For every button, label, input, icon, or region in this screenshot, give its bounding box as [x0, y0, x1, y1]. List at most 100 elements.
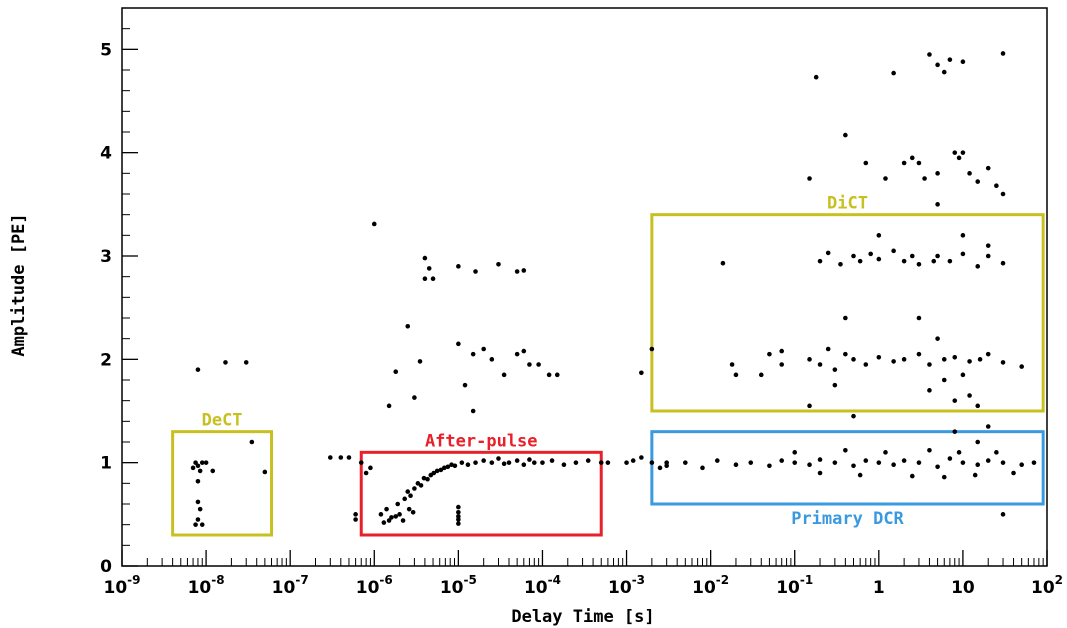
x-tick-label: 10-3 [608, 573, 645, 598]
data-point [521, 348, 527, 354]
data-point [994, 183, 999, 189]
data-point [851, 253, 856, 259]
data-point [876, 233, 882, 238]
data-point [807, 462, 812, 468]
data-point [952, 398, 958, 403]
data-point [916, 160, 922, 166]
x-tick-label: 10-6 [356, 573, 393, 598]
data-point [521, 462, 527, 468]
data-point [408, 493, 413, 499]
data-point [521, 268, 527, 273]
data-point [1000, 512, 1006, 517]
data-point [720, 260, 726, 266]
data-point [863, 458, 869, 463]
data-point [532, 460, 537, 465]
data-point [960, 150, 966, 155]
regions-layer: DeCT After-pulse DiCT Primary DCR [171, 194, 1045, 537]
data-point [431, 470, 437, 476]
x-axis-title: Delay Time [s] [511, 607, 654, 627]
data-point [421, 475, 427, 481]
data-point [393, 369, 399, 375]
data-point [941, 377, 947, 383]
data-point [792, 460, 798, 465]
data-point [868, 251, 873, 257]
data-point [891, 359, 896, 364]
y-tick-label: 1 [100, 454, 112, 474]
data-point [262, 469, 268, 475]
data-point [598, 460, 604, 465]
data-point [473, 460, 478, 465]
region-box [650, 213, 1045, 413]
data-point [470, 351, 476, 357]
data-point [456, 514, 461, 519]
region-box [359, 450, 603, 537]
data-point [967, 171, 972, 176]
data-point [901, 160, 907, 166]
data-point [935, 336, 940, 341]
data-point [203, 460, 209, 465]
x-tick-label: 10-9 [103, 573, 140, 598]
data-point [368, 465, 373, 471]
data-point [952, 429, 958, 434]
data-point [975, 264, 981, 269]
data-point [223, 360, 228, 365]
data-point [876, 354, 882, 360]
data-point [683, 460, 688, 465]
data-point [985, 424, 991, 429]
data-point [456, 504, 461, 510]
data-point [985, 253, 991, 259]
data-point [779, 458, 785, 463]
data-point [406, 506, 412, 512]
data-point [1000, 460, 1006, 465]
data-point [807, 357, 812, 362]
data-point [967, 393, 972, 398]
data-point [748, 460, 754, 465]
data-point [573, 460, 579, 465]
data-point [985, 243, 991, 248]
data-point [456, 509, 461, 515]
data-point [935, 253, 940, 259]
data-point [426, 266, 432, 271]
data-point [1000, 360, 1006, 365]
data-point [605, 460, 611, 465]
data-point [941, 357, 947, 362]
data-point [459, 460, 465, 465]
data-point [481, 458, 486, 463]
data-point [649, 460, 655, 465]
data-point [807, 403, 812, 409]
data-point [405, 323, 411, 329]
data-point [851, 413, 856, 419]
data-point [1000, 191, 1006, 197]
data-point [473, 269, 478, 274]
data-point [832, 367, 838, 372]
data-point [1011, 470, 1016, 476]
data-point [916, 315, 922, 321]
data-point [1031, 460, 1037, 465]
data-point [456, 264, 461, 269]
data-point [927, 447, 932, 453]
data-point [947, 57, 953, 62]
data-point [190, 465, 196, 471]
data-point [825, 346, 831, 352]
data-point [400, 518, 406, 523]
data-point [456, 521, 461, 526]
data-point [363, 470, 369, 476]
data-point [832, 382, 838, 388]
data-point [857, 258, 863, 264]
data-point [501, 461, 507, 467]
data-point [767, 351, 772, 357]
data-point [197, 506, 203, 512]
data-point [883, 450, 888, 455]
data-point [338, 455, 344, 460]
region-label: After-pulse [425, 431, 538, 451]
data-point [346, 455, 352, 460]
y-axis-title: Amplitude [PE] [9, 213, 29, 356]
data-point [378, 512, 384, 517]
data-point [418, 483, 424, 488]
data-point [412, 395, 417, 400]
data-point [536, 362, 541, 367]
data-point [195, 463, 201, 469]
data-point [434, 468, 440, 474]
data-point [851, 463, 856, 469]
points-layer [190, 51, 1037, 527]
